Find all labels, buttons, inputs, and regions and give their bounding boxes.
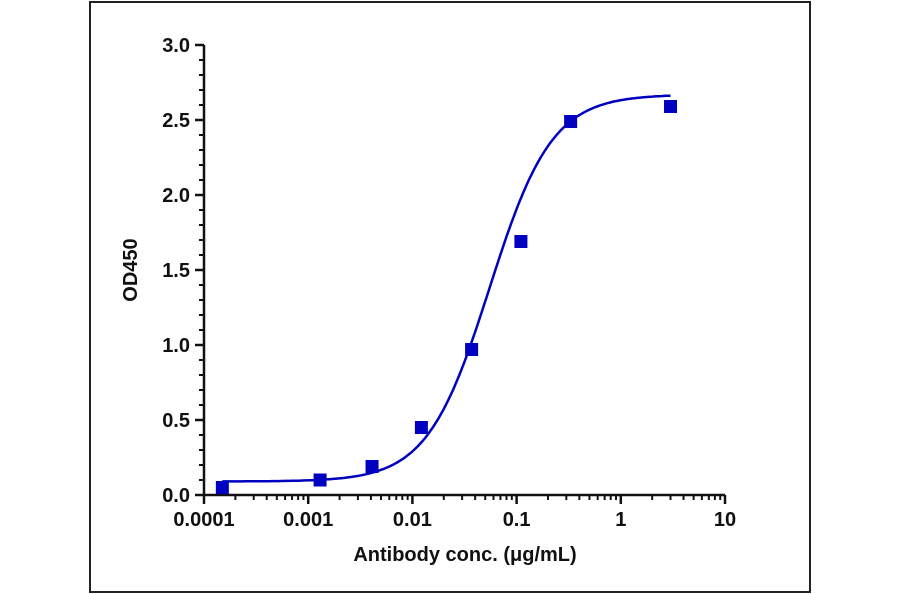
y-tick-label: 1.5 <box>162 260 190 282</box>
x-tick-label: 10 <box>714 509 736 531</box>
data-point <box>514 235 528 248</box>
x-tick-label: 0.01 <box>393 509 432 531</box>
y-tick-label: 2.0 <box>162 185 190 207</box>
data-point <box>365 460 379 473</box>
data-point <box>664 100 678 113</box>
y-tick-label: 2.5 <box>162 110 190 132</box>
data-point <box>414 421 428 434</box>
y-tick-label: 3.0 <box>162 35 190 57</box>
y-tick-label: 0.5 <box>162 410 190 432</box>
data-points <box>215 100 678 494</box>
x-axis-title: Antibody conc. (μg/mL) <box>353 544 576 566</box>
y-tick-label: 0.0 <box>162 485 190 507</box>
x-tick-label: 0.001 <box>283 509 333 531</box>
y-axis-title: OD450 <box>120 238 142 301</box>
data-point <box>313 473 327 487</box>
data-point <box>215 481 229 494</box>
axes: 0.0 0.5 1.0 1.5 2.0 2.5 3.0 0.0001 0.001 0.01 0.1 1… <box>162 35 736 531</box>
x-tick-label: 0.0001 <box>173 509 234 531</box>
y-tick-label: 1.0 <box>162 335 190 357</box>
fit-curve <box>222 94 671 483</box>
x-tick-label: 1 <box>615 509 626 531</box>
x-tick-label: 0.1 <box>503 509 531 531</box>
data-point <box>465 343 479 356</box>
data-point <box>564 115 578 128</box>
